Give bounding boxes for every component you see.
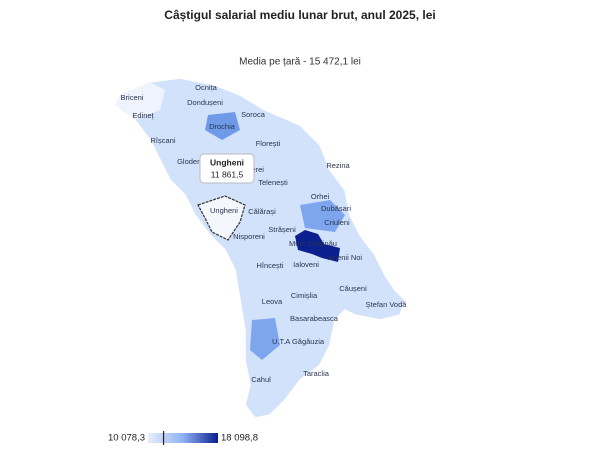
region-label: Ștefan Vodă — [366, 300, 408, 309]
region-label: Strășeni — [268, 225, 296, 234]
region-label: Dubăsari — [321, 204, 351, 213]
region-patch — [115, 82, 165, 120]
region-label: Nisporeni — [233, 232, 265, 241]
region-label: Călărași — [248, 207, 276, 216]
region-label: Căușeni — [339, 284, 367, 293]
tooltip-region: Ungheni — [210, 157, 244, 167]
chisinau-region — [295, 230, 340, 262]
region-label: Criuleni — [324, 218, 350, 227]
tooltip-value: 11 861,5 — [211, 169, 244, 179]
legend-gradient — [148, 433, 218, 443]
region-label: Ialoveni — [293, 260, 319, 269]
region-label: Taraclia — [303, 369, 330, 378]
region-label: Cimișlia — [291, 291, 318, 300]
region-label: Glodeni — [177, 157, 203, 166]
region-patch — [250, 318, 280, 360]
tooltip: Ungheni 11 861,5 — [199, 153, 255, 184]
region-label: Drochia — [209, 122, 236, 131]
region-label: Leova — [262, 297, 283, 306]
region-label: Dondușeni — [187, 98, 223, 107]
region-label: Hîncești — [256, 261, 283, 270]
region-label: Telenești — [258, 178, 288, 187]
region-label: Ungheni — [210, 206, 238, 215]
legend-min: 10 078,3 — [108, 433, 145, 444]
region-patch — [300, 200, 345, 232]
region-patch — [197, 195, 246, 241]
region-label: Basarabeasca — [290, 314, 339, 323]
region-label: Ocnița — [195, 83, 218, 92]
region-label: U.T.A Găgăuzia — [272, 337, 325, 346]
region-label: Briceni — [121, 93, 144, 102]
subtitle: Media pe țară - 15 472,1 lei — [239, 57, 361, 68]
region-patch — [205, 112, 240, 140]
region-label: Edineț — [132, 111, 154, 120]
region-label: Rîșcani — [150, 136, 175, 145]
title: Câștigul salarial mediu lunar brut, anul… — [164, 8, 435, 22]
region-label: Cahul — [251, 375, 271, 384]
region-label: Orhei — [311, 192, 330, 201]
region-label: Anenii Noi — [328, 253, 363, 262]
legend: 10 078,3 18 098,8 — [108, 431, 258, 445]
region-label: Soroca — [241, 110, 266, 119]
region-label: Florești — [256, 139, 281, 148]
country-outline — [114, 77, 406, 419]
region-label: Mun. Chișinău — [289, 239, 337, 248]
legend-max: 18 098,8 — [221, 433, 258, 444]
region-label: Rezina — [326, 161, 350, 170]
